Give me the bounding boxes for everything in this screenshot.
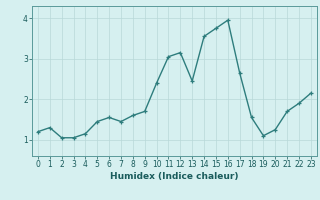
- X-axis label: Humidex (Indice chaleur): Humidex (Indice chaleur): [110, 172, 239, 181]
